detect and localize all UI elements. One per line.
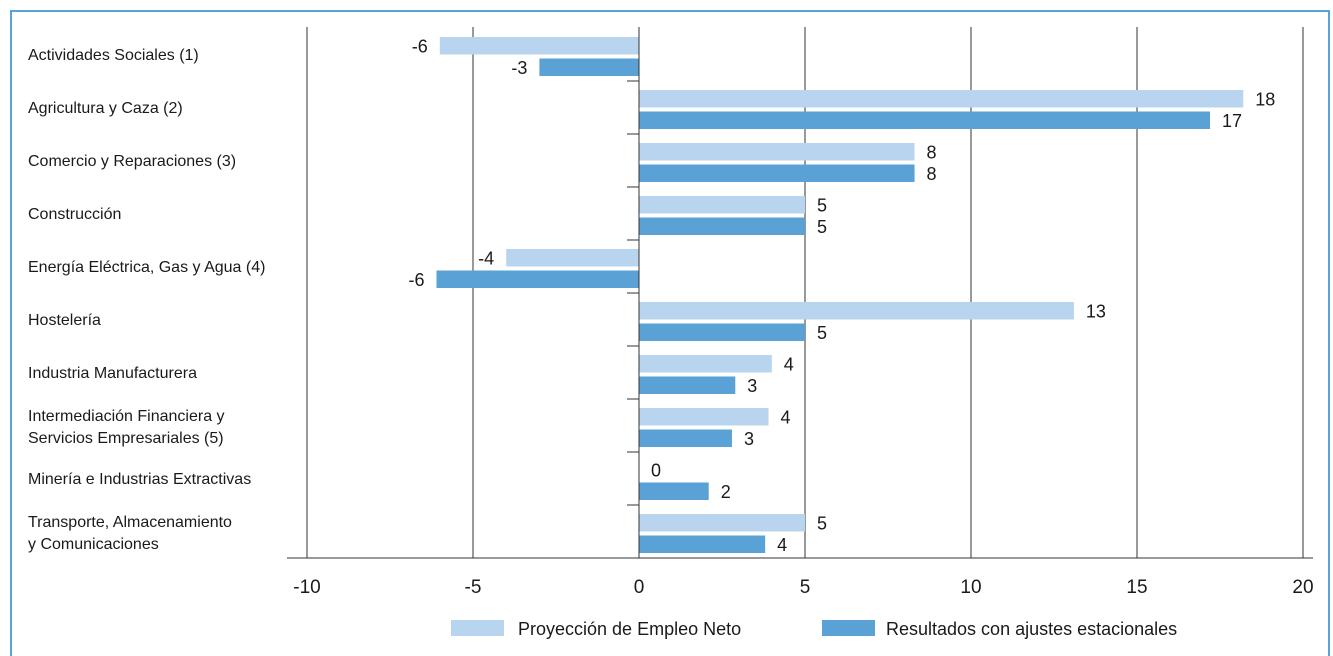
legend: Proyección de Empleo Neto Resultados con … bbox=[451, 619, 1177, 639]
bar bbox=[506, 249, 639, 267]
bar bbox=[639, 376, 736, 394]
category-label: Agricultura y Caza (2) bbox=[28, 100, 183, 117]
bar bbox=[639, 143, 915, 161]
data-label: 4 bbox=[777, 535, 787, 555]
data-label: 8 bbox=[927, 164, 937, 184]
bar bbox=[639, 323, 805, 341]
bar bbox=[639, 196, 805, 214]
x-axis: -10 -5 0 5 10 15 20 bbox=[287, 27, 1314, 598]
data-label: 3 bbox=[747, 376, 757, 396]
bar bbox=[639, 90, 1244, 108]
data-label: 4 bbox=[784, 355, 794, 375]
data-label: 5 bbox=[817, 196, 827, 216]
bar bbox=[639, 429, 732, 447]
bars bbox=[436, 37, 1244, 553]
data-label: 3 bbox=[744, 429, 754, 449]
x-tick-label: 20 bbox=[1292, 577, 1313, 598]
bar bbox=[639, 302, 1074, 320]
category-label: Actividades Sociales (1) bbox=[28, 47, 199, 64]
category-label: Energía Eléctrica, Gas y Agua (4) bbox=[28, 259, 265, 276]
data-label: 8 bbox=[927, 143, 937, 163]
category-label: Minería e Industrias Extractivas bbox=[28, 471, 251, 488]
data-label: 5 bbox=[817, 514, 827, 534]
x-tick-label: 0 bbox=[634, 577, 645, 598]
legend-swatch bbox=[451, 620, 504, 636]
category-labels: Actividades Sociales (1) Agricultura y Ca… bbox=[28, 47, 265, 553]
category-label: Comercio y Reparaciones (3) bbox=[28, 153, 236, 170]
bar bbox=[639, 482, 709, 500]
data-label: 0 bbox=[651, 461, 661, 481]
bar bbox=[639, 217, 805, 235]
data-label: 13 bbox=[1086, 302, 1106, 322]
legend-label: Resultados con ajustes estacionales bbox=[886, 619, 1177, 639]
category-label: Transporte, Almacenamiento y Comunicacion… bbox=[28, 514, 232, 553]
bar bbox=[539, 58, 639, 76]
category-label: Hostelería bbox=[28, 312, 101, 329]
data-label: 2 bbox=[721, 482, 731, 502]
data-label: 17 bbox=[1222, 111, 1242, 131]
x-tick-label: 5 bbox=[800, 577, 811, 598]
data-label: -3 bbox=[511, 58, 527, 78]
data-label: -6 bbox=[408, 270, 424, 290]
bar bbox=[639, 355, 772, 373]
data-label: -6 bbox=[412, 37, 428, 57]
data-label: 18 bbox=[1255, 90, 1275, 110]
data-label: 5 bbox=[817, 217, 827, 237]
chart-frame bbox=[10, 10, 1330, 656]
bar bbox=[639, 164, 915, 182]
bar bbox=[436, 270, 639, 288]
x-tick-label: -10 bbox=[293, 577, 320, 598]
bar bbox=[639, 111, 1211, 129]
category-label: Construcción bbox=[28, 206, 121, 223]
data-label: 4 bbox=[780, 408, 790, 428]
bar bbox=[439, 37, 639, 55]
data-label: -4 bbox=[478, 249, 494, 269]
data-label: 5 bbox=[817, 323, 827, 343]
x-tick-label: -5 bbox=[465, 577, 482, 598]
bar bbox=[639, 514, 805, 532]
bar bbox=[639, 535, 766, 553]
x-tick-label: 15 bbox=[1126, 577, 1147, 598]
legend-label: Proyección de Empleo Neto bbox=[518, 619, 741, 639]
category-label: Intermediación Financiera y Servicios Emp… bbox=[28, 408, 225, 447]
category-label: Industria Manufacturera bbox=[28, 365, 197, 382]
x-tick-label: 10 bbox=[960, 577, 981, 598]
bar bbox=[639, 408, 769, 426]
legend-swatch bbox=[822, 620, 875, 636]
